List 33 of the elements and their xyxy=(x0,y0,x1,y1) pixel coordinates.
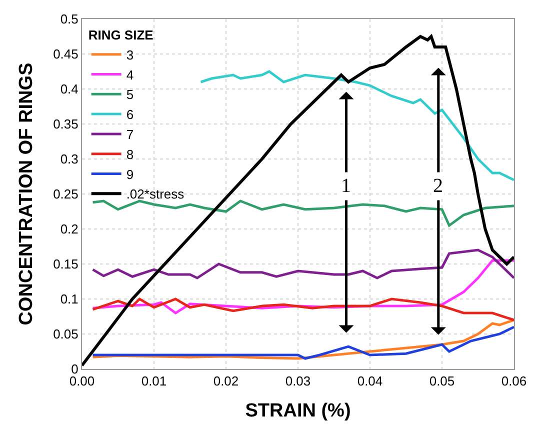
line-series xyxy=(92,326,514,360)
legend-label: 8 xyxy=(126,146,134,162)
y-tick-label: 0.2 xyxy=(60,222,78,237)
legend-label: 6 xyxy=(126,107,134,122)
annotation: 1 xyxy=(341,175,351,197)
legend-label: 3 xyxy=(126,47,134,62)
line-series xyxy=(92,200,514,227)
y-tick-label: 0.3 xyxy=(60,152,78,167)
legend-label: 5 xyxy=(126,87,134,102)
x-tick-label: 0.02 xyxy=(213,374,239,389)
x-tick-label: 0.04 xyxy=(357,374,383,389)
y-tick-label: 0.05 xyxy=(53,326,78,342)
line-series xyxy=(92,298,514,322)
legend-label: 4 xyxy=(126,67,134,82)
y-tick-label: 0.15 xyxy=(53,256,78,272)
y-tick-label: 0.1 xyxy=(60,292,78,307)
y-axis-title: CONCENTRATION OF RINGS xyxy=(16,62,37,326)
x-tick-label: 0.06 xyxy=(501,374,527,389)
legend-label: 7 xyxy=(126,127,134,142)
y-tick-label: 0.25 xyxy=(53,186,78,202)
x-tick-label: 0.01 xyxy=(141,374,167,389)
annotation: 2 xyxy=(433,175,443,197)
y-tick-label: 0.5 xyxy=(60,12,78,27)
legend-label: 9 xyxy=(126,166,134,182)
x-axis-title: STRAIN (%) xyxy=(245,400,351,422)
legend-label: .02*stress xyxy=(126,186,185,202)
line-series xyxy=(92,248,514,280)
y-tick-label: 0.45 xyxy=(53,46,78,62)
legend-title: RING SIZE xyxy=(88,27,154,42)
y-tick-label: 0.35 xyxy=(53,116,78,132)
x-tick-label: 0.03 xyxy=(285,374,311,389)
y-tick-label: 0.4 xyxy=(60,82,78,97)
x-tick-label: 0.05 xyxy=(429,374,455,389)
